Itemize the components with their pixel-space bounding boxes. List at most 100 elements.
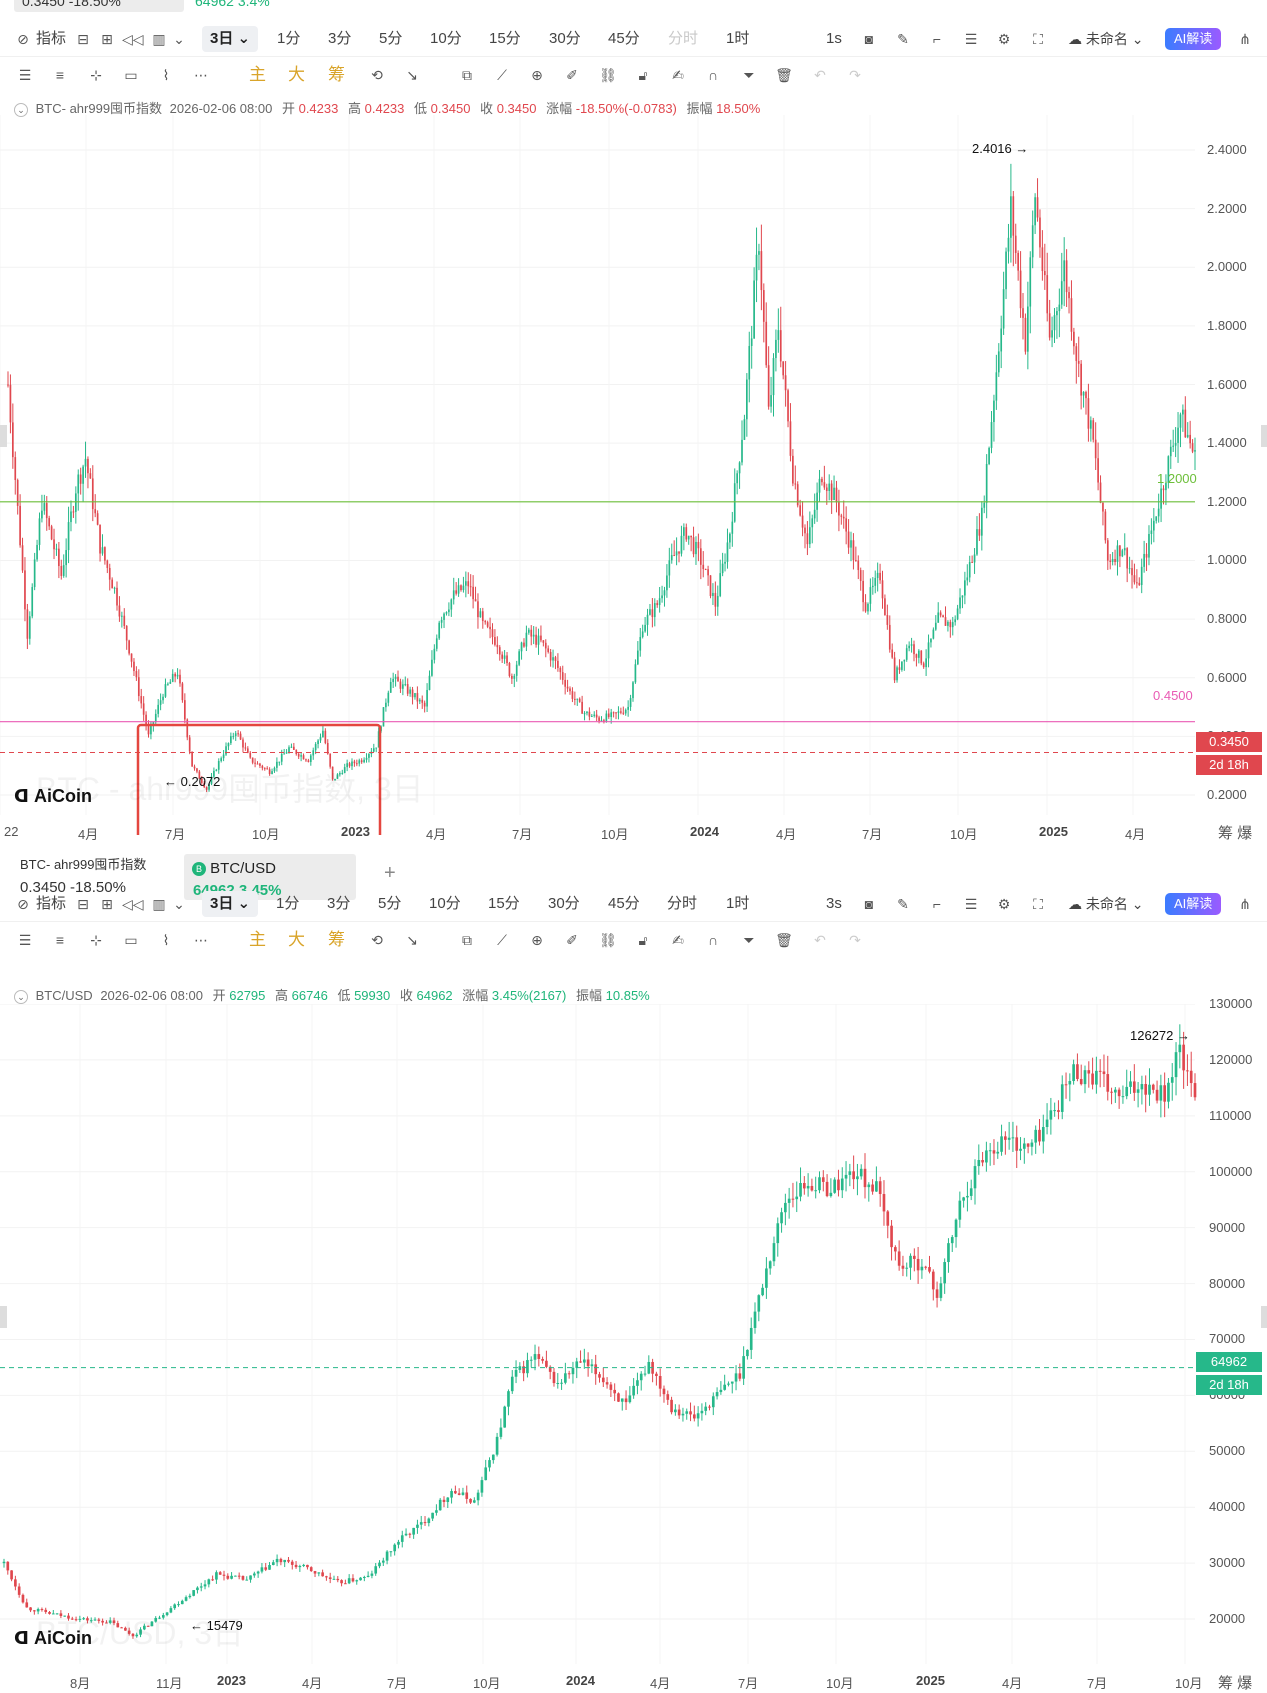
menu-icon[interactable]: ☰ [18,67,32,83]
tf-10m[interactable]: 10分 [430,30,462,47]
link-icon[interactable]: ⛓ [599,932,617,948]
left-collapse-handle[interactable] [0,1306,7,1328]
cursor-icon[interactable]: ↘ [406,67,418,83]
unnamed-template[interactable]: ☁ 未命名 ⌄ [1068,31,1144,47]
ruler-icon[interactable]: ⟋ [497,932,507,948]
chart-type-icon[interactable]: ▥ [152,896,166,912]
tf-3m[interactable]: 3分 [327,895,351,912]
hline-icon[interactable]: ⊹ [90,932,102,948]
lines-icon[interactable]: ≡ [55,67,65,83]
note-icon[interactable]: ⌐ [932,31,942,47]
list-icon[interactable]: ☰ [964,896,978,912]
ruler-icon[interactable]: ⟋ [497,67,507,83]
filter-icon[interactable]: ⏷ [743,932,755,948]
ai-analysis-button[interactable]: AI解读 [1165,893,1222,915]
indicator-icon[interactable]: ⊘ [17,896,29,912]
link-icon[interactable]: ⛓ [599,67,617,83]
chart-type-icon[interactable]: ▥ [152,31,166,47]
lock-icon[interactable]: 🔓︎ [638,932,648,948]
redo-icon[interactable]: ↷ [849,932,861,948]
chip-button[interactable]: 筹 [328,930,345,949]
cursor-icon[interactable]: ↘ [406,932,418,948]
right-collapse-handle[interactable] [1261,425,1267,447]
brush-icon[interactable]: ⌇ [162,67,170,83]
layout-icon[interactable]: ⊞ [101,896,113,912]
tf-timeshare[interactable]: 分时 [667,895,698,912]
btcusd-candle-chart[interactable] [0,1004,1267,1672]
tf-15m[interactable]: 15分 [489,30,521,47]
tf-45m[interactable]: 45分 [608,30,640,47]
tf-5m[interactable]: 5分 [378,895,402,912]
tf-10m[interactable]: 10分 [429,895,461,912]
rect-icon[interactable]: ▭ [124,67,138,83]
chevron-down-icon[interactable]: ⌄ [173,31,185,47]
tf-5m[interactable]: 5分 [379,30,403,47]
tf-30m[interactable]: 30分 [548,895,580,912]
indicator-icon[interactable]: ⊘ [17,31,29,47]
tf-30m[interactable]: 30分 [549,30,581,47]
brush-icon[interactable]: ⌇ [162,932,170,948]
collapse-icon[interactable]: ⌄ [14,990,28,1004]
main-force-button[interactable]: 主 [249,930,266,949]
undo-icon[interactable]: ↶ [814,67,826,83]
large-order-button[interactable]: 大 [288,930,305,949]
ai-analysis-button[interactable]: AI解读 [1165,28,1222,50]
tf-timeshare[interactable]: 分时 [668,30,699,47]
tab-btcusd[interactable]: B BTC/USD 64962 3.45% [184,854,356,900]
edit-icon[interactable]: ✍ [672,67,684,83]
zoom-icon[interactable]: ⊕ [531,932,543,948]
list-icon[interactable]: ☰ [964,31,978,47]
left-collapse-handle[interactable] [0,425,7,447]
tf-1h[interactable]: 1时 [726,30,750,47]
tf-45m[interactable]: 45分 [608,895,640,912]
magnet2-icon[interactable]: ∩ [707,67,719,83]
pen-icon[interactable]: ✎ [897,31,909,47]
lines-icon[interactable]: ≡ [55,932,65,948]
tf-1h[interactable]: 1时 [726,895,750,912]
settings-icon[interactable]: ⚙ [997,896,1011,912]
magnet-icon[interactable]: ⟲ [371,67,383,83]
zoom-icon[interactable]: ⊕ [531,67,543,83]
replay-icon[interactable]: ◁◁ [122,31,144,47]
main-force-button[interactable]: 主 [249,65,266,84]
fullscreen-icon[interactable]: ⛶ [1033,896,1043,912]
note-icon[interactable]: ⌐ [932,896,942,912]
refresh-rate[interactable]: 3s [826,895,842,912]
tf-3m[interactable]: 3分 [328,30,352,47]
layout-icon[interactable]: ⊞ [101,31,113,47]
settings-icon[interactable]: ⚙ [997,31,1011,47]
pen-icon[interactable]: ✎ [897,896,909,912]
tab-ahr999[interactable]: BTC- ahr999囤币指数 0.3450 -18.50% [20,854,146,896]
chip-button[interactable]: 筹 [328,65,345,84]
filter-icon[interactable]: ⏷ [743,67,755,83]
fullscreen-icon[interactable]: ⛶ [1033,31,1043,47]
redo-icon[interactable]: ↷ [849,67,861,83]
lock-icon[interactable]: 🔓︎ [638,67,648,83]
corner-tools[interactable]: 筹 爆 [1218,1675,1253,1692]
ahr999-candle-chart[interactable] [0,115,1267,835]
share-icon[interactable]: ⋔ [1239,31,1251,47]
indicator-button[interactable]: 指标 [36,895,67,912]
replay-icon[interactable]: ◁◁ [122,896,144,912]
copy-icon[interactable]: ⧉ [462,67,472,83]
tf-1m[interactable]: 1分 [277,30,301,47]
undo-icon[interactable]: ↶ [814,932,826,948]
unnamed-template[interactable]: ☁ 未命名 ⌄ [1068,896,1144,912]
template-icon[interactable]: ⊟ [77,31,89,47]
copy-icon[interactable]: ⧉ [462,932,472,948]
hline-icon[interactable]: ⊹ [90,67,102,83]
camera-icon[interactable]: ◙ [864,896,874,912]
eraser-icon[interactable]: ✐ [566,932,578,948]
chevron-down-icon[interactable]: ⌄ [173,896,185,912]
more-icon[interactable]: ⋯ [194,932,208,948]
top-symbol-chip[interactable]: 0.3450 -18.50% [14,0,184,12]
large-order-button[interactable]: 大 [288,65,305,84]
trash-icon[interactable]: 🗑︎ [775,67,793,83]
tf-1m[interactable]: 1分 [276,895,300,912]
timeframe-selector[interactable]: 3日 ⌄ [202,26,259,52]
rect-icon[interactable]: ▭ [124,932,138,948]
indicator-button[interactable]: 指标 [36,30,67,47]
eraser-icon[interactable]: ✐ [566,67,578,83]
magnet-icon[interactable]: ⟲ [371,932,383,948]
more-icon[interactable]: ⋯ [194,67,208,83]
